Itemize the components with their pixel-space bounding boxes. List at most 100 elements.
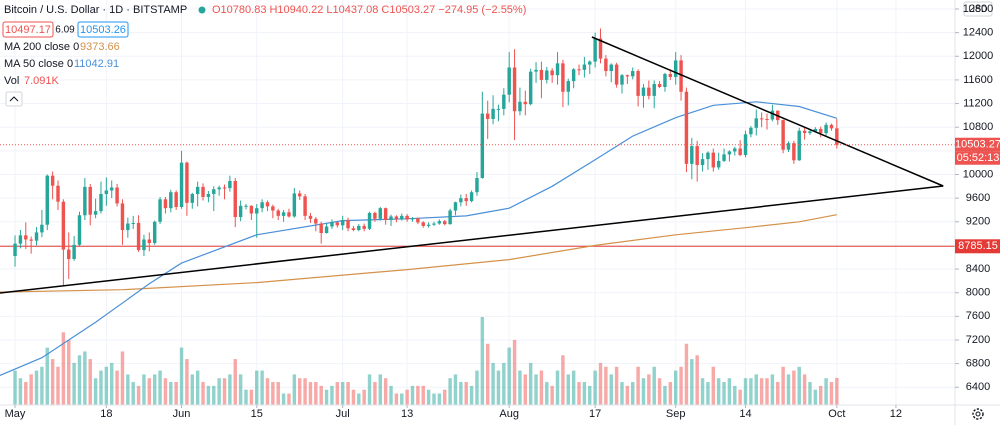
volume-bar — [265, 378, 270, 405]
candle-body — [604, 58, 608, 72]
candle-body — [61, 201, 66, 250]
volume-bar — [792, 370, 796, 405]
candle-body — [453, 202, 458, 211]
y-tick-label: 7600 — [966, 310, 990, 322]
volume-bar — [679, 366, 683, 405]
volume-bar — [684, 343, 689, 405]
volume-bar — [738, 389, 742, 405]
candle-body — [416, 218, 420, 223]
candle-body — [684, 91, 689, 164]
volume-bar — [255, 370, 259, 405]
candle-body — [249, 205, 254, 214]
x-tick-label: Sep — [666, 408, 686, 420]
candle-body — [265, 202, 270, 207]
volume-bar — [120, 351, 125, 405]
currency: USD — [968, 4, 988, 14]
volume-bar — [545, 382, 549, 405]
candle-body — [518, 101, 522, 112]
volume-bar — [614, 366, 619, 405]
volume-bar — [228, 374, 232, 405]
volume-bar — [249, 389, 254, 405]
collapse-button[interactable] — [5, 91, 23, 107]
candle-body — [297, 193, 302, 197]
ask[interactable]: 10503.26 — [80, 24, 126, 36]
volume-bar — [819, 385, 823, 405]
volume-bar — [185, 359, 189, 405]
candle-body — [206, 193, 211, 197]
candle-body — [496, 108, 501, 110]
volume-bar — [29, 374, 33, 405]
volume-bar — [169, 382, 173, 405]
candle-body — [647, 87, 651, 96]
volume-bar — [539, 370, 544, 405]
volume-bar — [212, 385, 216, 405]
y-tick-label: 12800 — [963, 3, 994, 15]
candle-body — [394, 216, 399, 220]
candle-body — [743, 134, 748, 155]
y-tick-label: 6800 — [966, 358, 990, 370]
volume-bar — [292, 374, 297, 405]
candle-body — [212, 189, 216, 194]
y-tick-label: 11200 — [963, 97, 993, 109]
trend-line — [591, 36, 944, 187]
price-tag — [955, 137, 1000, 152]
currency-box[interactable] — [963, 1, 993, 17]
volume-bar — [400, 393, 404, 405]
volume-bar — [459, 382, 463, 405]
volume-bar — [195, 370, 200, 405]
moving-average — [0, 214, 837, 293]
candle-body — [131, 222, 135, 224]
candle-body — [802, 130, 807, 134]
candle-body — [668, 74, 673, 77]
volume-bar — [346, 382, 350, 405]
candle-body — [598, 38, 603, 59]
candle-body — [571, 69, 576, 82]
candle-body — [792, 143, 796, 161]
candle-body — [625, 75, 630, 77]
candle-body — [389, 216, 393, 220]
volume-bar — [690, 359, 694, 405]
candle-body — [287, 212, 291, 217]
volume-bar — [158, 370, 162, 405]
volume-bar — [104, 366, 109, 405]
candle-body — [700, 159, 705, 166]
volume-bar — [314, 382, 318, 405]
sell-box[interactable] — [2, 21, 54, 38]
candle-body — [727, 151, 732, 155]
hline-tag — [955, 239, 1000, 254]
x-tick-label: 14 — [739, 408, 751, 420]
bid[interactable]: 10497.17 — [5, 24, 51, 36]
buy-box[interactable] — [77, 21, 129, 38]
candle-body — [711, 152, 716, 168]
volume-bar — [24, 382, 28, 405]
volume-bar — [281, 393, 286, 405]
y-tick-label: 12000 — [963, 50, 994, 62]
volume-bar — [749, 378, 753, 405]
volume-bar — [571, 370, 576, 405]
candle-body — [238, 205, 243, 218]
volume-bar — [335, 382, 340, 405]
candle-body — [641, 87, 646, 96]
volume-bar — [45, 347, 49, 405]
candle-body — [104, 190, 109, 194]
volume-bar — [271, 382, 275, 405]
candle-body — [195, 186, 200, 194]
settings-icon[interactable] — [972, 408, 984, 420]
volume-bar — [330, 385, 334, 405]
candle-body — [303, 196, 307, 216]
candle-body — [174, 192, 178, 207]
x-tick-label: 12 — [890, 408, 902, 420]
volume-bar — [534, 374, 538, 405]
volume-bar — [550, 385, 554, 405]
candle-body — [77, 215, 82, 245]
candle-body — [163, 199, 168, 209]
candle-body — [426, 224, 431, 226]
volume-bar — [496, 370, 501, 405]
volume-bar — [110, 362, 114, 405]
y-tick-label: 11600 — [963, 74, 993, 86]
candle-body — [448, 210, 452, 225]
candle-body — [88, 186, 92, 215]
x-tick-label: Jun — [173, 408, 191, 420]
volume-bar — [657, 378, 662, 405]
